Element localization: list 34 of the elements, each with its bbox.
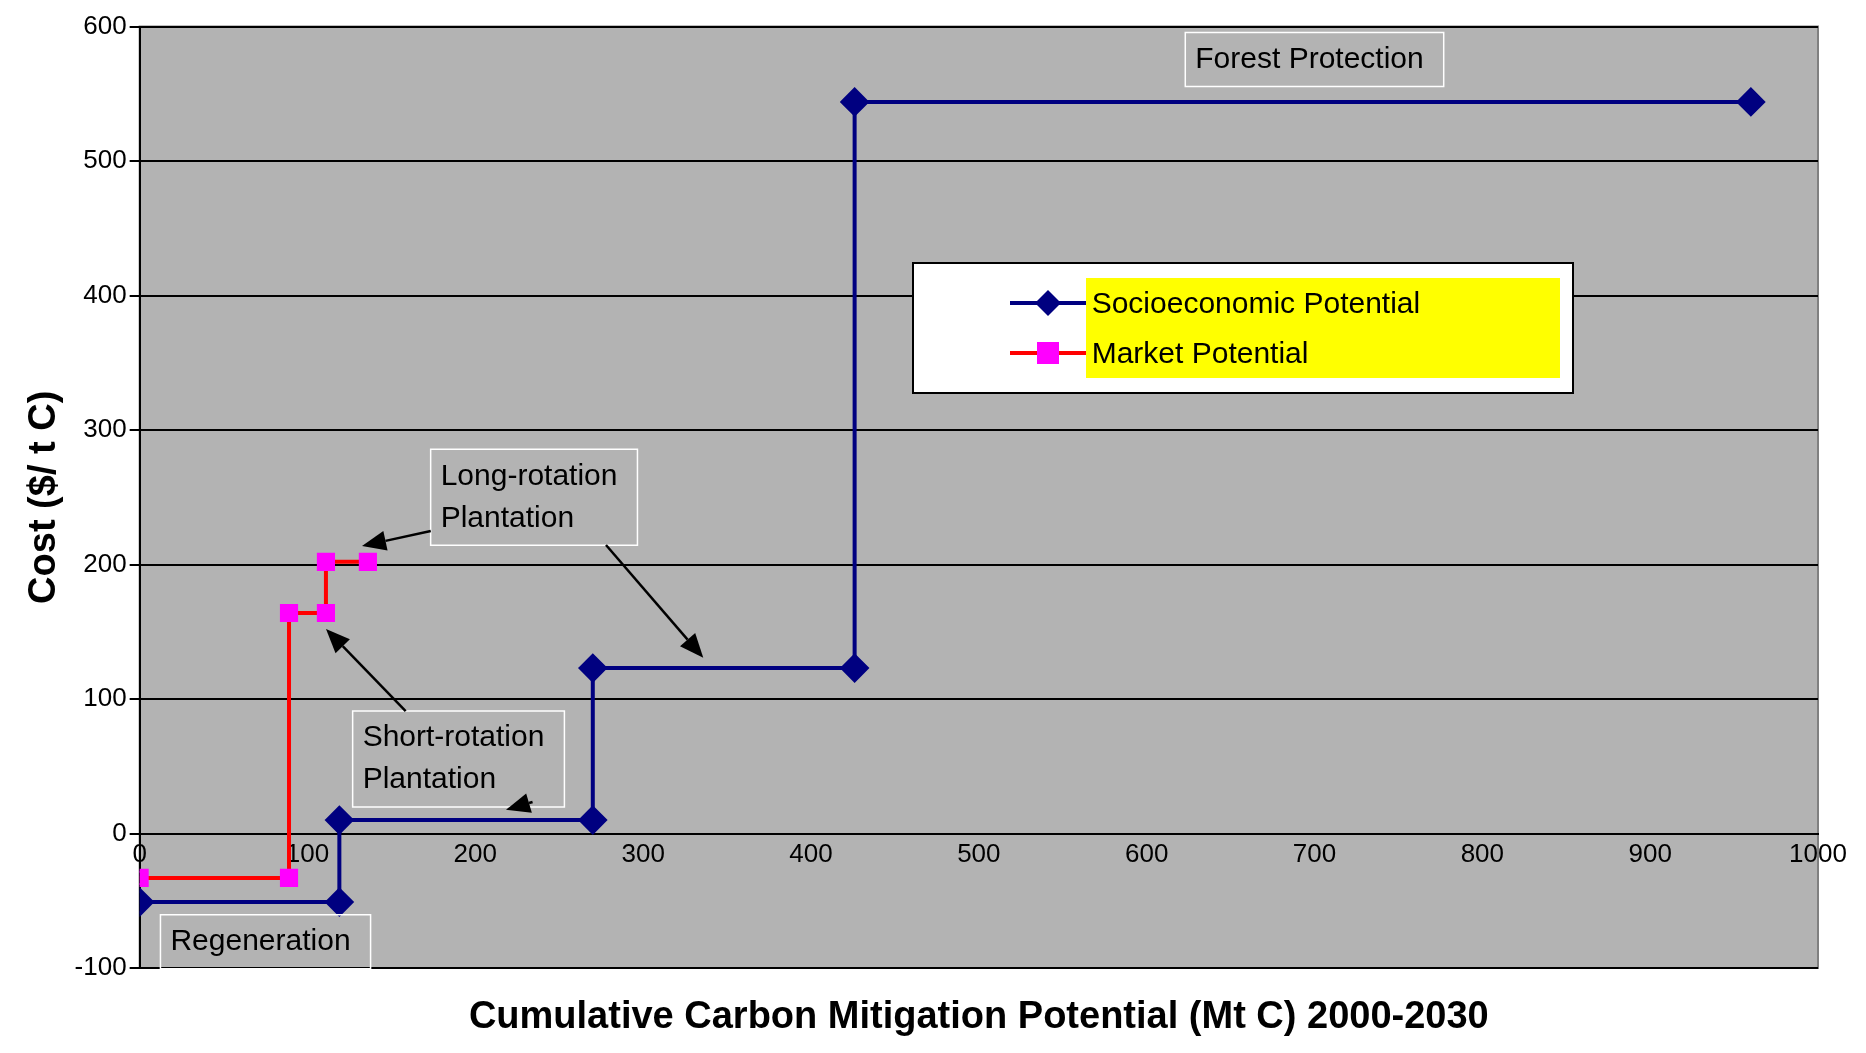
annotation: Forest Protection [1195, 40, 1424, 74]
x-tick-label: 100 [285, 838, 330, 869]
y-tick-label: 500 [83, 144, 127, 175]
y-tick-label: 600 [83, 9, 127, 40]
x-tick-label: 400 [789, 838, 833, 869]
x-axis-title: Cumulative Carbon Mitigation Potential (Mt C) 2000-2030 [468, 994, 1489, 1037]
y-tick-label: -100 [74, 951, 127, 982]
y-axis-title: Cost ($/ t C) [21, 390, 64, 604]
point [840, 87, 869, 116]
point [325, 888, 354, 917]
annotation: Long-rotation Plantation [440, 457, 618, 533]
x-tick-label: 1000 [1789, 838, 1847, 869]
legend-label: Market Potential [1090, 334, 1310, 371]
annotation: Short-rotation Plantation [362, 719, 545, 795]
x-tick-label: 900 [1628, 838, 1672, 869]
point [1736, 87, 1765, 116]
x-tick-label: 700 [1292, 838, 1337, 869]
y-tick-label: 400 [83, 278, 127, 309]
y-tick-label: 300 [83, 413, 127, 444]
x-tick-label: 300 [621, 838, 665, 869]
y-tick-label: 200 [83, 547, 127, 578]
point [325, 806, 354, 835]
y-tick-label: 100 [83, 682, 127, 713]
x-tick-label: 600 [1124, 838, 1169, 869]
point [578, 654, 607, 683]
annotation: Regeneration [170, 922, 351, 956]
x-tick-label: 200 [453, 838, 498, 869]
point [840, 654, 869, 683]
text-highlight: Socioeconomic Potential Market Potential [1085, 277, 1561, 378]
y-tick-label: 0 [112, 816, 127, 847]
x-tick-label: 800 [1460, 838, 1505, 869]
x-tick-label: 500 [957, 838, 1001, 869]
legend-label: Socioeconomic Potential [1090, 284, 1421, 321]
point [578, 806, 607, 835]
